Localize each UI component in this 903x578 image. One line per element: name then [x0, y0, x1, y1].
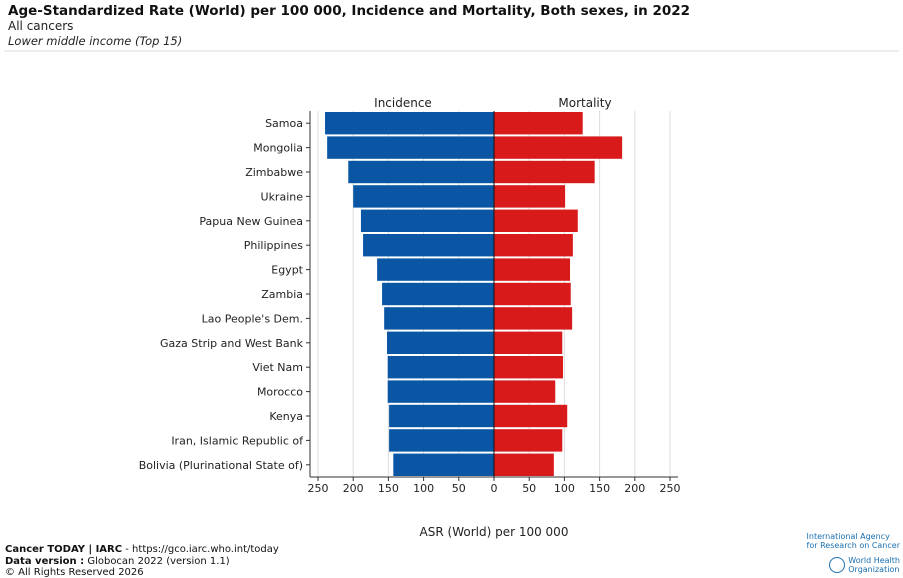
y-tick-label: Kenya: [269, 410, 303, 423]
incidence-bar: [327, 136, 494, 159]
iarc-logo-line2: for Research on Cancer: [806, 541, 900, 550]
y-tick-label: Lao People's Dem.: [202, 312, 303, 325]
incidence-bar: [377, 258, 494, 281]
incidence-bar: [353, 185, 494, 208]
y-tick-label: Ukraine: [261, 190, 304, 203]
y-tick-label: Iran, Islamic Republic of: [171, 434, 304, 447]
mortality-bar: [494, 282, 571, 306]
mortality-bar: [494, 185, 566, 208]
mortality-bar: [494, 307, 573, 330]
mortality-bar: [494, 112, 583, 135]
who-logo-line1: World Health: [848, 556, 900, 565]
y-tick-label: Mongolia: [253, 142, 303, 155]
x-tick-label: 0: [491, 482, 498, 495]
y-tick-label: Gaza Strip and West Bank: [160, 337, 304, 350]
incidence-bar: [360, 209, 494, 232]
iarc-logo-line1: International Agency: [806, 532, 890, 541]
x-tick-label: 100: [413, 482, 434, 495]
footer-source: Cancer TODAY | IARC - https://gco.iarc.w…: [5, 544, 279, 555]
x-tick-label: 150: [378, 482, 399, 495]
mortality-bar: [494, 356, 563, 379]
incidence-bar: [387, 380, 494, 403]
mortality-bar: [494, 429, 563, 452]
x-tick-label: 100: [554, 482, 575, 495]
x-tick-label: 150: [589, 482, 610, 495]
incidence-bar: [363, 234, 494, 257]
mortality-bar: [494, 258, 571, 281]
y-tick-label: Viet Nam: [252, 361, 303, 374]
incidence-bar: [348, 160, 494, 184]
y-tick-label: Egypt: [271, 264, 303, 277]
incidence-bar: [389, 404, 494, 428]
who-logo: World Health Organization: [829, 556, 900, 574]
y-tick-label: Philippines: [244, 239, 304, 252]
legend-mortality: Mortality: [558, 96, 611, 110]
x-tick-label: 200: [624, 482, 645, 495]
mortality-bar: [494, 380, 556, 403]
incidence-bar: [325, 112, 494, 135]
footer-copyright: © All Rights Reserved 2026: [5, 567, 144, 578]
incidence-bar: [386, 331, 494, 354]
x-axis-label: ASR (World) per 100 000: [420, 525, 569, 539]
header-divider: [4, 50, 899, 52]
who-logo-line2: Organization: [848, 565, 900, 574]
mortality-bar: [494, 160, 595, 184]
mortality-bar: [494, 136, 623, 159]
mortality-bar: [494, 209, 578, 232]
who-emblem-icon: [829, 557, 846, 573]
incidence-bar: [384, 307, 494, 330]
incidence-bar: [389, 429, 494, 452]
chart-title: Age-Standardized Rate (World) per 100 00…: [8, 3, 691, 19]
x-tick-label: 50: [452, 482, 466, 495]
y-tick-label: Zambia: [261, 288, 303, 301]
y-tick-label: Bolivia (Plurinational State of): [139, 459, 303, 472]
footer-version: Data version : Globocan 2022 (version 1.…: [5, 556, 230, 567]
chart-population: Lower middle income (Top 15): [8, 34, 183, 48]
mortality-bar: [494, 234, 573, 257]
incidence-bar: [393, 453, 494, 476]
legend-incidence: Incidence: [374, 96, 432, 110]
y-tick-label: Samoa: [265, 117, 303, 130]
x-tick-label: 250: [308, 482, 329, 495]
x-tick-label: 50: [522, 482, 536, 495]
x-tick-label: 200: [343, 482, 364, 495]
y-tick-label: Morocco: [257, 386, 303, 399]
iarc-logo: International Agency for Research on Can…: [807, 532, 900, 550]
footer-version-bold: Data version :: [5, 556, 85, 567]
footer-source-link[interactable]: - https://gco.iarc.who.int/today: [122, 544, 279, 555]
incidence-bar: [387, 356, 494, 379]
x-tick-label: 250: [660, 482, 681, 495]
mortality-bar: [494, 404, 568, 428]
mortality-bar: [494, 331, 563, 354]
footer-source-bold: Cancer TODAY | IARC: [5, 544, 123, 555]
y-tick-label: Zimbabwe: [245, 166, 303, 179]
mortality-bar: [494, 453, 554, 476]
y-tick-label: Papua New Guinea: [199, 215, 303, 228]
incidence-bar: [382, 282, 494, 306]
footer-version-text: Globocan 2022 (version 1.1): [84, 556, 230, 567]
chart-subtitle: All cancers: [8, 19, 74, 33]
